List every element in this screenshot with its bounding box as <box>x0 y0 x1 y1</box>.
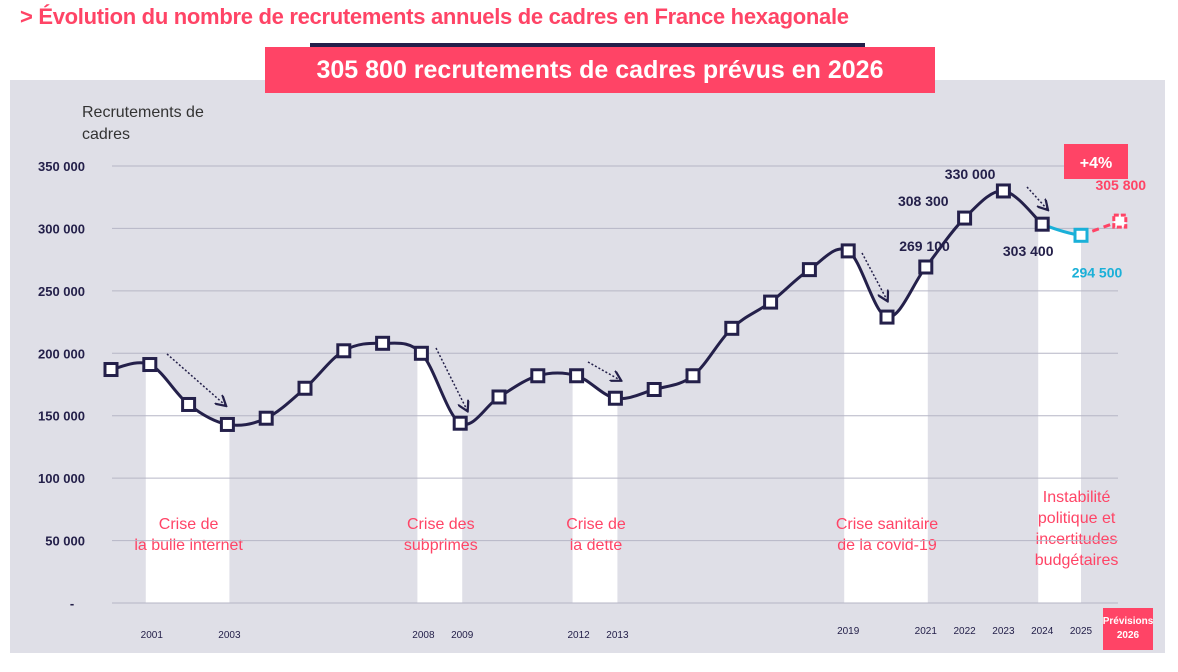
data-point <box>879 309 895 325</box>
crisis-band <box>417 190 463 603</box>
data-point <box>569 368 585 384</box>
plot-background <box>10 80 1165 653</box>
data-point <box>452 415 468 431</box>
crisis-label: Instabilité <box>1043 489 1111 506</box>
forecast-box <box>1103 608 1153 650</box>
crisis-label: incertitudes <box>1036 531 1118 548</box>
x-tick-label: 2024 <box>1031 626 1054 637</box>
data-point <box>607 390 623 406</box>
x-tick-label: 2008 <box>412 630 435 641</box>
crisis-label: Crise de <box>566 516 626 533</box>
data-point <box>297 380 313 396</box>
data-point <box>918 259 934 275</box>
crisis-band <box>572 190 618 603</box>
x-tick-label: 2013 <box>606 630 629 641</box>
y-tick-label: 200 000 <box>38 346 85 361</box>
series-line-historique <box>110 189 1044 427</box>
growth-badge <box>1064 144 1128 179</box>
x-tick-label: 2022 <box>953 626 976 637</box>
page-title: > Évolution du nombre de recrutements an… <box>20 4 849 29</box>
y-axis-label: cadres <box>82 126 130 143</box>
data-point <box>1034 216 1050 232</box>
data-point <box>840 243 856 259</box>
data-label: 305 800 <box>1095 177 1146 193</box>
data-point <box>685 368 701 384</box>
y-tick-label: 300 000 <box>38 221 85 236</box>
data-point <box>1112 213 1128 229</box>
data-label: 294 500 <box>1072 264 1123 280</box>
data-point <box>336 343 352 359</box>
x-tick-label: 2023 <box>992 626 1015 637</box>
data-point <box>763 294 779 310</box>
x-tick-label: 2003 <box>218 630 241 641</box>
data-point <box>957 210 973 226</box>
x-tick-label: 2021 <box>915 626 938 637</box>
crisis-label: la dette <box>570 537 623 554</box>
x-tick-label: 2025 <box>1070 626 1093 637</box>
trend-arrow <box>166 353 225 405</box>
data-point <box>181 396 197 412</box>
x-tick-label: 2009 <box>451 630 474 641</box>
data-label: 330 000 <box>945 166 996 182</box>
y-tick-label: - <box>70 596 74 611</box>
growth-badge-text: +4% <box>1080 155 1112 172</box>
forecast-label: 2026 <box>1117 630 1140 641</box>
y-tick-label: 50 000 <box>45 534 85 549</box>
data-point <box>995 183 1011 199</box>
data-point <box>219 416 235 432</box>
crisis-label: Crise des <box>407 516 475 533</box>
trend-arrow <box>435 347 467 410</box>
data-point <box>646 381 662 397</box>
crisis-band <box>1038 190 1081 603</box>
crisis-label: subprimes <box>404 537 478 554</box>
data-label: 303 400 <box>1003 243 1054 259</box>
data-point <box>375 335 391 351</box>
crisis-label: Crise de <box>159 516 219 533</box>
crisis-label: de la covid-19 <box>837 537 937 554</box>
trend-arrow <box>861 252 887 300</box>
crisis-label: budgétaires <box>1035 552 1119 569</box>
crisis-band <box>844 190 928 603</box>
data-point <box>413 345 429 361</box>
decorative-bar <box>310 43 865 50</box>
y-axis-label: Recrutements de <box>82 104 204 121</box>
data-point <box>530 368 546 384</box>
crisis-band <box>145 190 230 603</box>
data-point <box>258 410 274 426</box>
series-line-prevision <box>1080 219 1121 237</box>
x-tick-label: 2001 <box>141 630 164 641</box>
crisis-label: la bulle internet <box>134 537 243 554</box>
y-tick-label: 350 000 <box>38 159 85 174</box>
data-point <box>103 362 119 378</box>
y-tick-label: 100 000 <box>38 471 85 486</box>
data-point <box>142 357 158 373</box>
y-tick-label: 250 000 <box>38 284 85 299</box>
data-label: 308 300 <box>898 193 949 209</box>
crisis-label: Crise sanitaire <box>836 516 938 533</box>
y-tick-label: 150 000 <box>38 409 85 424</box>
trend-arrow <box>587 361 620 380</box>
headline-banner: 305 800 recrutements de cadres prévus en… <box>265 47 935 93</box>
x-tick-label: 2012 <box>567 630 590 641</box>
crisis-label: politique et <box>1038 510 1116 527</box>
data-point <box>801 262 817 278</box>
data-label: 269 100 <box>899 238 950 254</box>
data-point <box>724 320 740 336</box>
trend-arrow <box>1026 186 1047 209</box>
x-tick-label: 2019 <box>837 626 860 637</box>
data-point <box>1073 227 1089 243</box>
forecast-label: Prévisions <box>1103 616 1154 627</box>
data-point <box>491 389 507 405</box>
series-line-2025 <box>1041 222 1082 237</box>
